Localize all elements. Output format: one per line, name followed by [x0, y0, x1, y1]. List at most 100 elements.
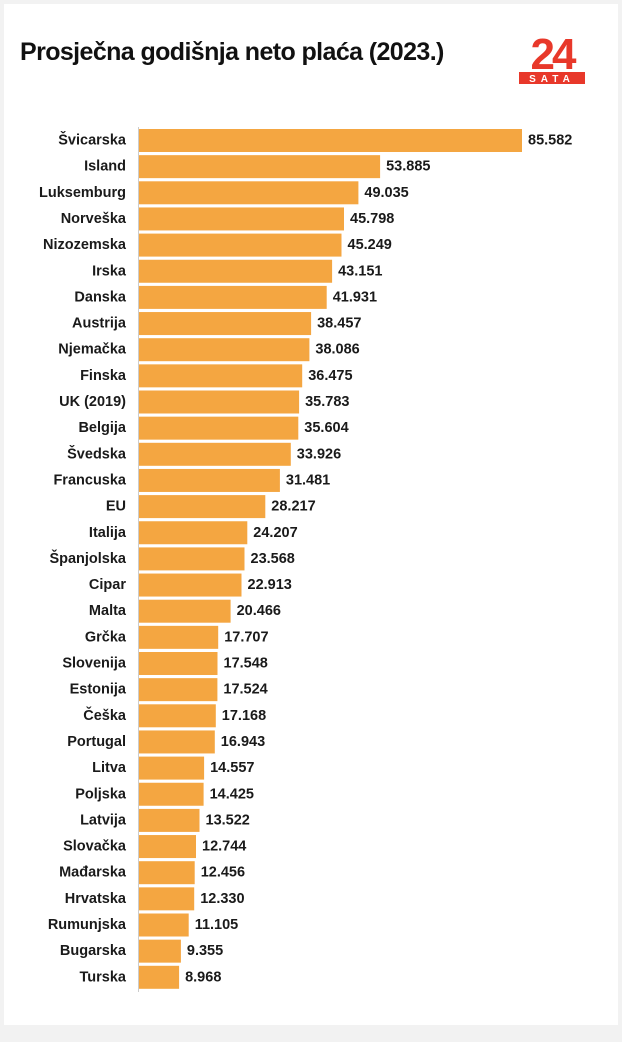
bar	[139, 704, 216, 728]
category-label: Rumunjska	[48, 917, 127, 933]
value-label: 53.885	[386, 159, 430, 175]
category-label: Luksemburg	[39, 185, 126, 201]
bar	[139, 599, 231, 623]
bar	[139, 939, 181, 963]
category-label: Austrija	[72, 316, 127, 332]
logo-sub-text: SATA	[529, 74, 575, 85]
category-label: Bugarska	[60, 943, 127, 959]
category-label: Poljska	[75, 786, 127, 802]
category-label: Švedska	[67, 444, 127, 462]
category-label: Latvija	[80, 812, 127, 828]
bar	[139, 285, 327, 309]
bar	[139, 625, 219, 649]
value-label: 38.086	[315, 342, 359, 358]
logo-main-text: 24	[531, 31, 577, 79]
value-label: 17.548	[224, 656, 268, 672]
value-label: 13.522	[206, 812, 250, 828]
value-label: 16.943	[221, 734, 265, 750]
category-label: Grčka	[85, 629, 127, 645]
category-label: UK (2019)	[59, 394, 126, 410]
bar	[139, 207, 344, 231]
bar	[139, 468, 280, 492]
category-label: Italija	[89, 525, 127, 541]
bar	[139, 312, 312, 336]
value-label: 17.524	[223, 682, 267, 698]
bar	[139, 756, 205, 780]
bar	[139, 887, 195, 911]
category-label: Slovenija	[62, 656, 127, 672]
category-label: EU	[106, 499, 126, 515]
bar	[139, 364, 303, 388]
bar	[139, 678, 218, 702]
value-label: 45.249	[348, 237, 392, 253]
bar	[139, 233, 342, 257]
category-label: Portugal	[67, 734, 126, 750]
category-label: Njemačka	[58, 342, 127, 358]
value-label: 33.926	[297, 446, 341, 462]
bar	[139, 338, 310, 362]
category-label: Irska	[92, 263, 127, 279]
category-label: Danska	[74, 289, 127, 305]
bar	[139, 416, 299, 440]
value-label: 28.217	[271, 499, 315, 515]
value-label: 12.456	[201, 865, 245, 881]
value-label: 14.557	[210, 760, 254, 776]
value-label: 11.105	[195, 917, 239, 933]
bar	[139, 442, 291, 466]
chart-title: Prosječna godišnja neto plaća (2023.)	[20, 38, 444, 66]
category-label: Hrvatska	[65, 891, 127, 907]
value-label: 45.798	[350, 211, 394, 227]
value-label: 17.168	[222, 708, 266, 724]
bar	[139, 730, 215, 754]
category-label: Francuska	[53, 472, 126, 488]
value-label: 12.330	[200, 891, 244, 907]
category-label: Malta	[89, 603, 127, 619]
value-label: 35.783	[305, 394, 349, 410]
value-label: 38.457	[317, 316, 361, 332]
value-label: 24.207	[253, 525, 297, 541]
value-label: 14.425	[210, 786, 254, 802]
value-label: 23.568	[251, 551, 295, 567]
24sata-logo: 24 SATA	[519, 31, 585, 85]
bar	[139, 390, 300, 414]
category-label: Litva	[92, 760, 127, 776]
category-label: Finska	[80, 368, 127, 384]
value-label: 8.968	[185, 969, 221, 985]
value-label: 43.151	[338, 263, 382, 279]
bar	[139, 155, 381, 179]
bar	[139, 808, 200, 832]
value-label: 17.707	[224, 629, 268, 645]
bar	[139, 782, 204, 806]
bar	[139, 861, 195, 885]
category-label: Nizozemska	[43, 237, 127, 253]
category-label: Estonija	[70, 682, 127, 698]
value-label: 36.475	[308, 368, 352, 384]
category-label: Belgija	[78, 420, 126, 436]
bar	[139, 181, 359, 205]
bar	[139, 259, 333, 283]
category-label: Češka	[83, 706, 127, 724]
bar	[139, 652, 218, 675]
value-label: 22.913	[248, 577, 292, 593]
category-label: Island	[84, 159, 126, 175]
value-label: 41.931	[333, 289, 377, 305]
bar	[139, 913, 189, 937]
bar	[139, 573, 242, 597]
bar	[139, 495, 266, 519]
bar	[139, 129, 522, 152]
value-label: 12.744	[202, 839, 246, 855]
category-label: Turska	[80, 969, 127, 985]
value-label: 20.466	[237, 603, 281, 619]
bar	[139, 521, 248, 545]
value-label: 9.355	[187, 943, 223, 959]
category-label: Švicarska	[58, 131, 127, 149]
value-label: 49.035	[364, 185, 408, 201]
category-label: Mađarska	[59, 865, 127, 881]
bar	[139, 547, 245, 571]
bar	[139, 835, 196, 859]
category-label: Norveška	[61, 211, 127, 227]
value-label: 35.604	[304, 420, 348, 436]
value-label: 85.582	[528, 133, 572, 149]
bar	[139, 965, 180, 989]
